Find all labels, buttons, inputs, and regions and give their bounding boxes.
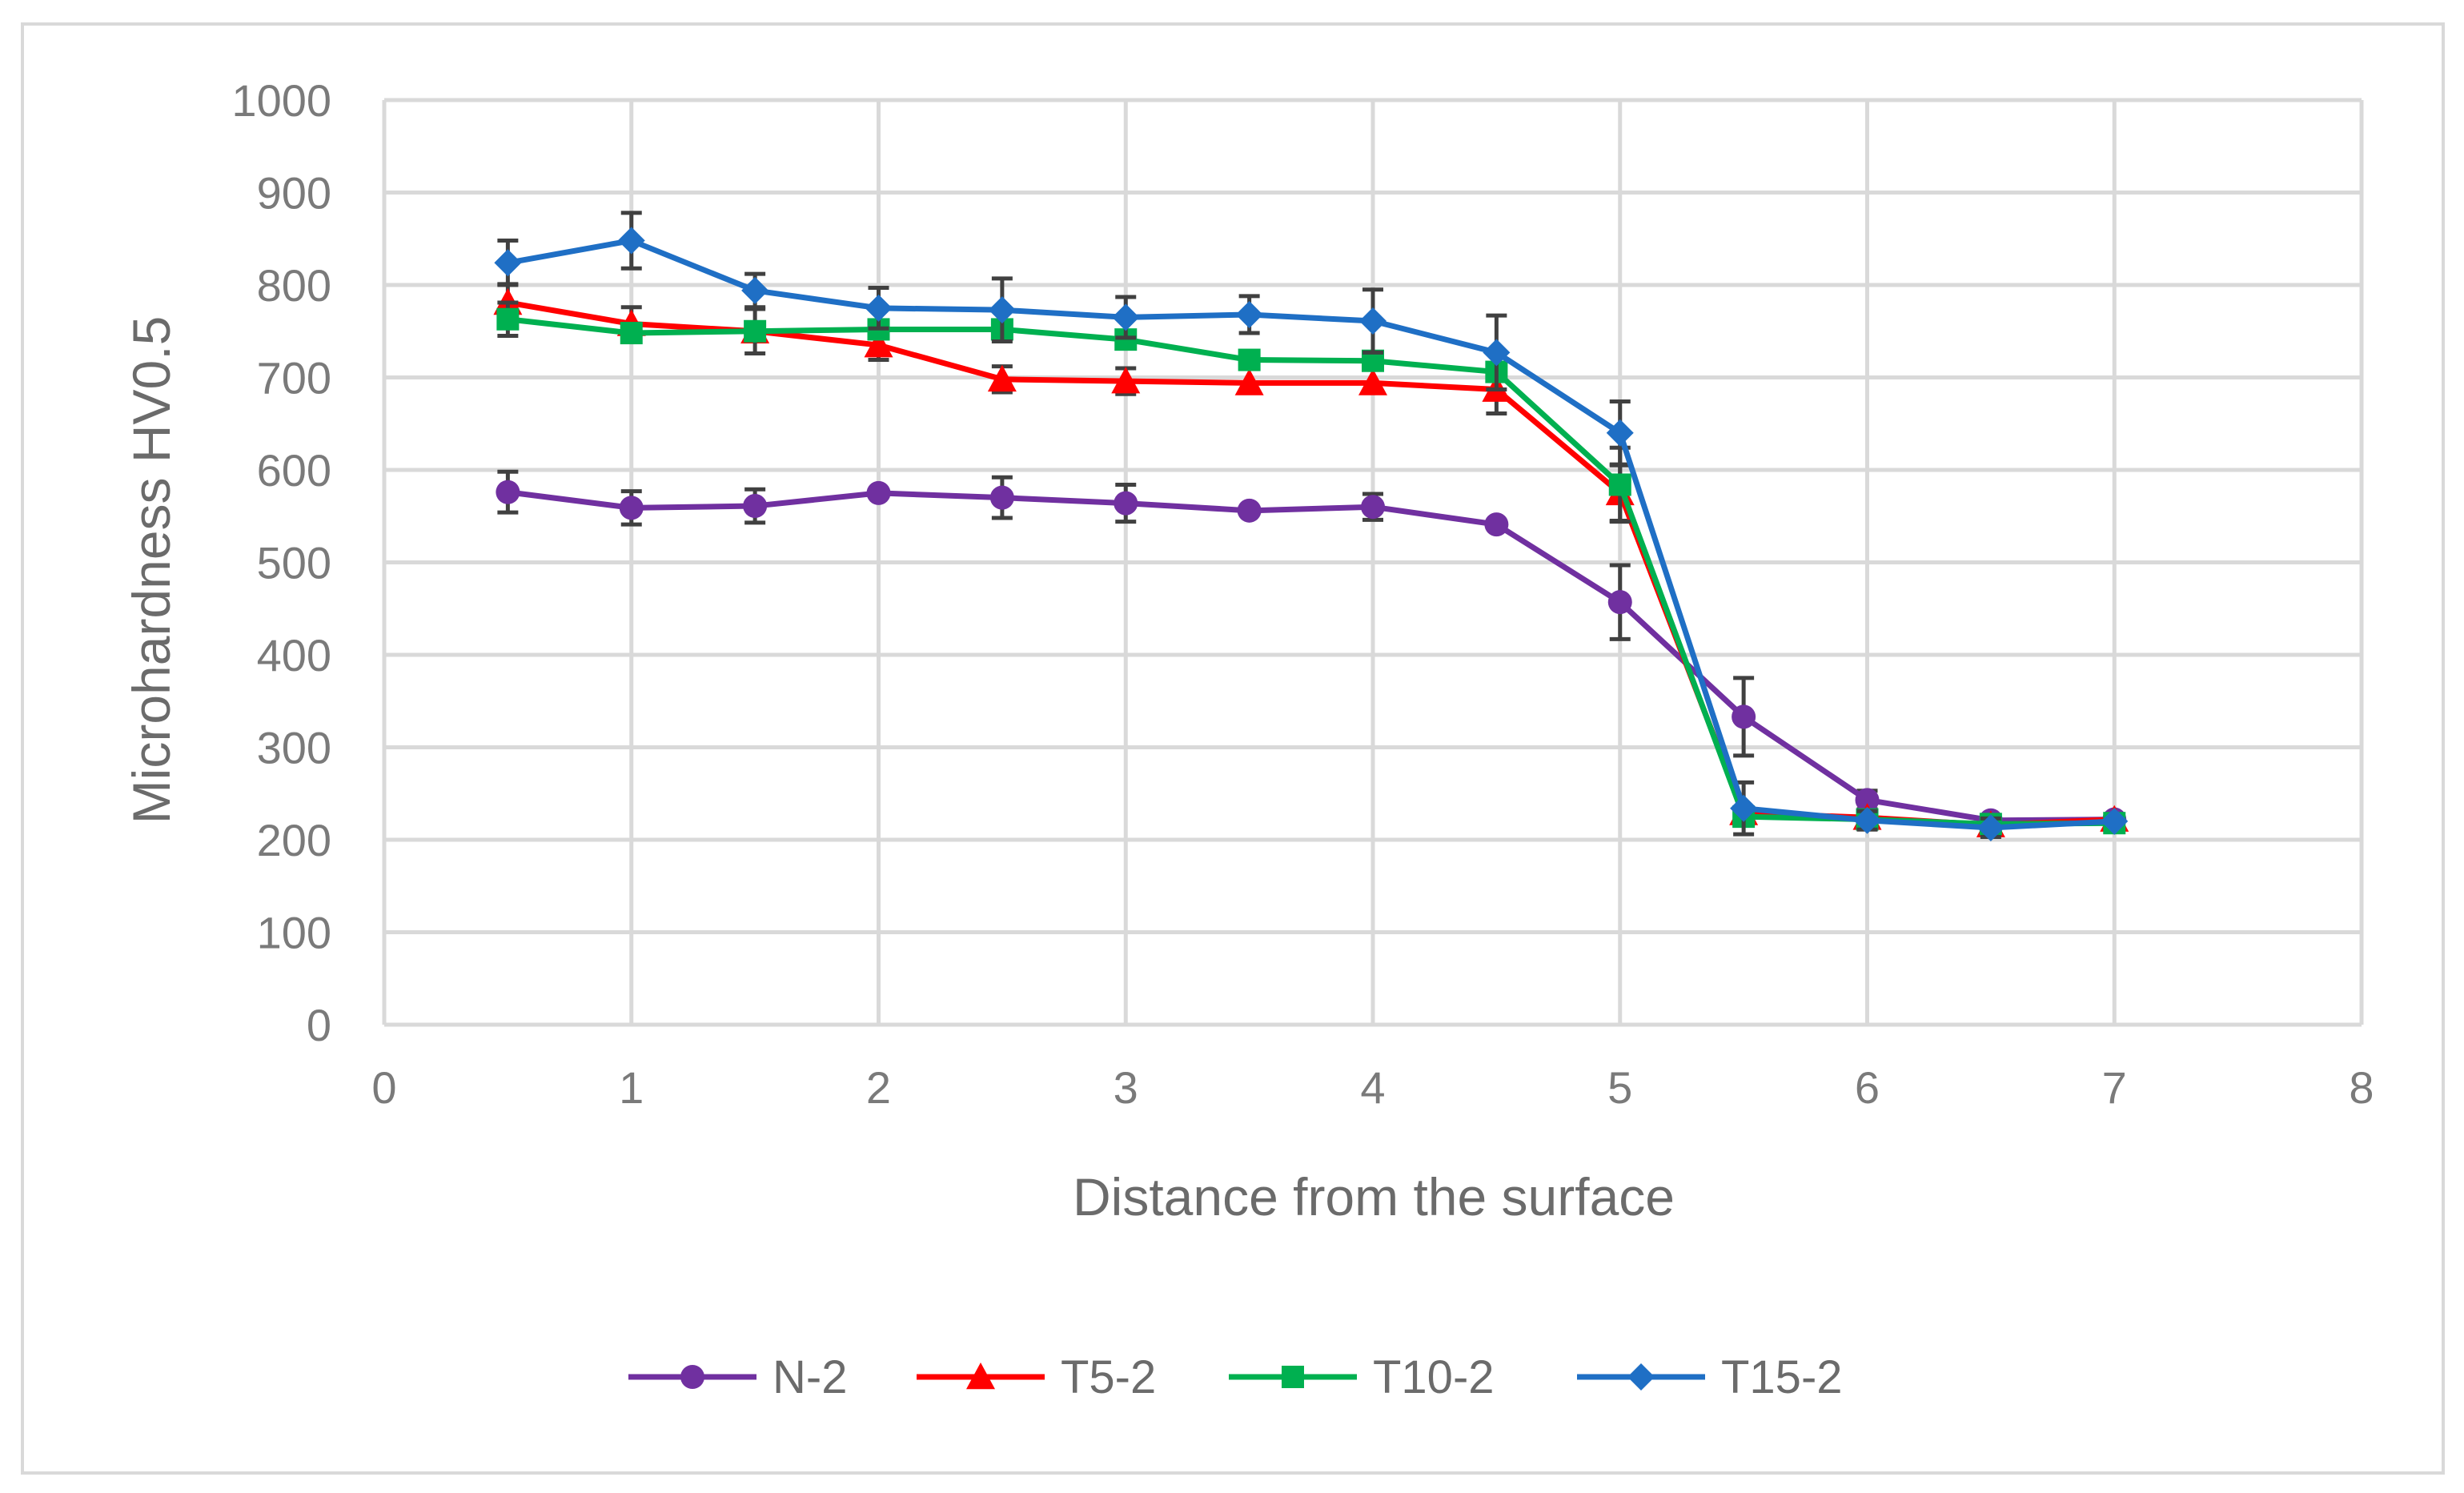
data-point	[865, 294, 893, 322]
data-point	[1359, 307, 1387, 335]
data-point	[1361, 495, 1385, 520]
y-tick-label: 800	[257, 260, 331, 311]
data-point	[1732, 704, 1756, 729]
data-point	[1235, 300, 1263, 328]
data-point	[1855, 788, 1880, 813]
x-tick-label: 0	[371, 1062, 396, 1113]
y-tick-label: 400	[257, 630, 331, 680]
x-tick-label: 2	[866, 1062, 891, 1113]
tick-labels: 0 1 2 3 4 5 6 7 8 0 100 200 300 400 500 600 700 800 900 100…	[231, 75, 2374, 1113]
legend-label: T15-2	[1721, 1351, 1843, 1403]
y-tick-label: 700	[257, 353, 331, 403]
series-t15-2	[494, 211, 2129, 841]
grid-layer	[382, 98, 2364, 1027]
data-point	[2101, 807, 2129, 835]
legend: N-2 T5-2 T10-2 T15-2	[628, 1351, 1843, 1403]
data-point	[864, 331, 893, 358]
data-point	[619, 496, 644, 520]
legend-marker	[680, 1365, 704, 1389]
data-point	[1358, 368, 1387, 395]
legend-label: T10-2	[1373, 1351, 1495, 1403]
data-point	[1976, 813, 2005, 841]
data-point	[617, 227, 645, 255]
legend-marker	[1627, 1363, 1655, 1391]
data-point	[1608, 473, 1631, 496]
series-line	[507, 489, 2115, 824]
y-tick-label: 200	[257, 815, 331, 865]
data-point	[988, 296, 1016, 324]
data-point	[494, 249, 522, 277]
data-point	[1234, 368, 1264, 395]
series-layer	[493, 211, 2129, 841]
legend-item-t15-2: T15-2	[1577, 1351, 1843, 1403]
data-point	[1238, 348, 1261, 371]
y-tick-label: 100	[257, 908, 331, 958]
x-tick-label: 3	[1114, 1062, 1138, 1113]
series-line	[507, 238, 2115, 831]
data-point	[987, 364, 1017, 392]
data-point	[1111, 367, 1141, 394]
data-point	[1237, 498, 1262, 523]
x-axis-title: Distance from the surface	[1073, 1167, 1675, 1226]
x-tick-label: 4	[1360, 1062, 1385, 1113]
data-point	[866, 480, 891, 505]
legend-label: N-2	[773, 1351, 847, 1403]
legend-item-t10-2: T10-2	[1229, 1351, 1495, 1403]
y-tick-label: 1000	[231, 75, 331, 126]
y-tick-label: 900	[257, 168, 331, 219]
data-point	[989, 485, 1014, 510]
data-point	[1483, 339, 1511, 367]
legend-item-t5-2: T5-2	[917, 1351, 1156, 1403]
data-point	[743, 494, 768, 519]
x-tick-label: 5	[1607, 1062, 1632, 1113]
y-tick-label: 300	[257, 723, 331, 773]
data-point	[1484, 512, 1509, 537]
data-point	[496, 307, 520, 331]
legend-item-n-2: N-2	[628, 1351, 847, 1403]
data-point	[620, 322, 643, 345]
x-tick-label: 1	[619, 1062, 644, 1113]
y-axis-title: Microhardness HV0.5	[122, 316, 181, 825]
legend-label: T5-2	[1061, 1351, 1156, 1403]
data-point	[1607, 590, 1632, 615]
data-point	[1853, 806, 1881, 834]
y-tick-label: 500	[257, 538, 331, 588]
data-point	[1730, 794, 1758, 822]
x-tick-label: 8	[2349, 1062, 2374, 1113]
legend-marker	[1282, 1366, 1304, 1388]
y-tick-label: 600	[257, 445, 331, 496]
x-tick-label: 7	[2102, 1062, 2127, 1113]
data-point	[741, 276, 769, 304]
y-tick-label: 0	[307, 1000, 331, 1050]
data-point	[1114, 491, 1138, 516]
legend-marker	[966, 1363, 995, 1390]
data-point	[744, 319, 767, 343]
data-point	[1112, 303, 1140, 331]
data-point	[1606, 419, 1634, 447]
x-tick-label: 6	[1855, 1062, 1880, 1113]
data-point	[496, 480, 520, 504]
